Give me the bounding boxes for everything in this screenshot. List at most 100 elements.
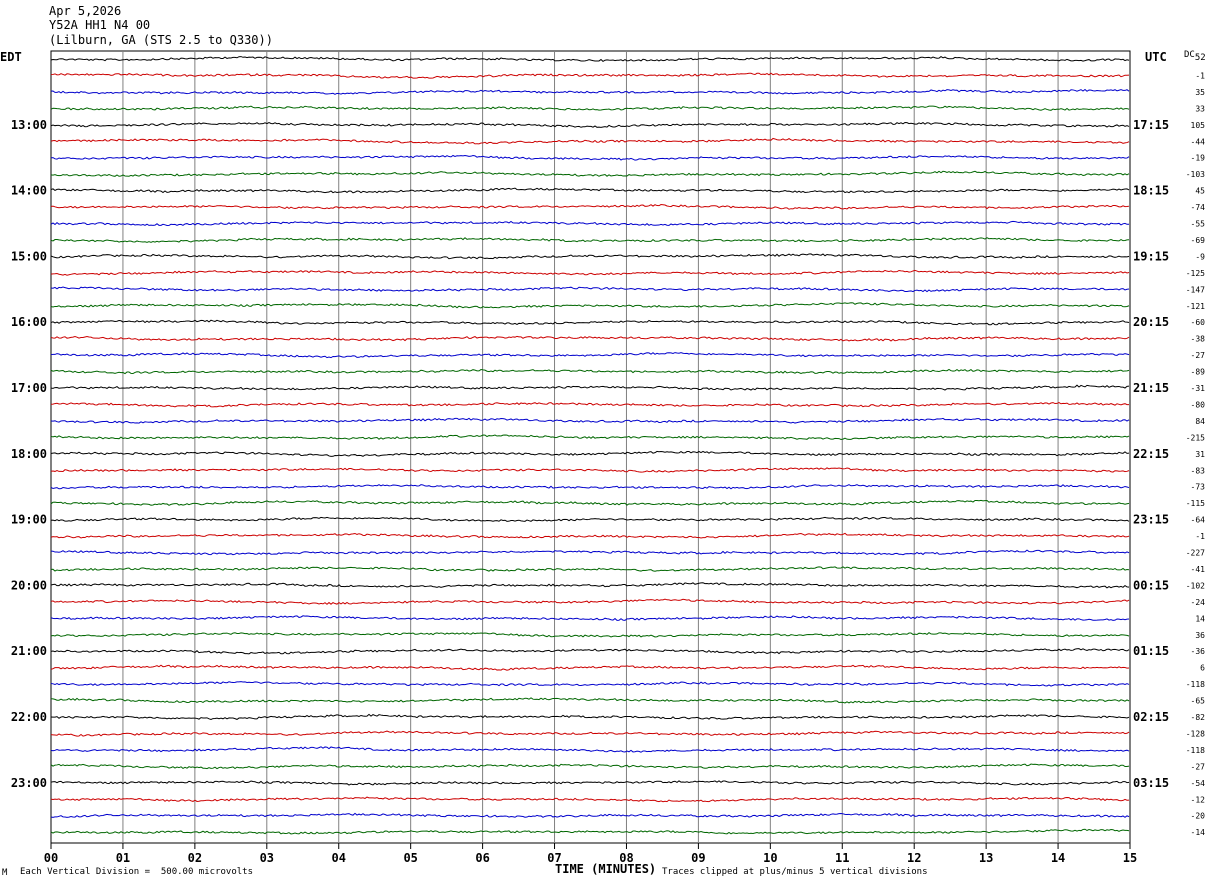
right-hour-label: 02:15 bbox=[1133, 710, 1169, 724]
seismic-trace bbox=[50, 746, 1130, 753]
x-tick-label: 05 bbox=[403, 851, 417, 865]
seismic-trace bbox=[50, 269, 1130, 276]
left-hour-label: 14:00 bbox=[11, 184, 47, 198]
x-tick-label: 01 bbox=[116, 851, 130, 865]
dc-offset-value: -65 bbox=[1191, 697, 1206, 706]
x-tick-label: 11 bbox=[835, 851, 849, 865]
seismic-trace bbox=[50, 450, 1130, 457]
right-timezone-label: UTC bbox=[1145, 50, 1167, 64]
dc-offset-value: 33 bbox=[1195, 104, 1205, 113]
dc-offset-value: -19 bbox=[1191, 154, 1206, 163]
dc-offset-value: -121 bbox=[1186, 302, 1205, 311]
dc-offset-value: -31 bbox=[1191, 384, 1206, 393]
dc-offset-value: -60 bbox=[1191, 318, 1206, 327]
corner-mark: M bbox=[2, 868, 8, 878]
seismic-trace bbox=[50, 598, 1130, 605]
plot-date: Apr 5,2026 bbox=[49, 4, 122, 18]
clip-note: Traces clipped at plus/minus 5 vertical … bbox=[662, 867, 928, 877]
x-tick-label: 14 bbox=[1051, 851, 1065, 865]
x-tick-label: 09 bbox=[691, 851, 705, 865]
dc-offset-value: 6 bbox=[1200, 664, 1205, 673]
dc-offset-value: -74 bbox=[1191, 203, 1206, 212]
dc-offset-value: -103 bbox=[1186, 170, 1205, 179]
dc-offset-value: -1 bbox=[1195, 71, 1205, 80]
x-tick-label: 08 bbox=[619, 851, 633, 865]
dc-offset-value: -128 bbox=[1186, 729, 1205, 738]
station-location: (Lilburn, GA (STS 2.5 to Q330)) bbox=[49, 33, 273, 47]
x-tick-label: 07 bbox=[547, 851, 561, 865]
seismic-trace bbox=[50, 812, 1130, 818]
x-tick-label: 03 bbox=[260, 851, 274, 865]
dc-offset-value: -102 bbox=[1186, 581, 1205, 590]
left-hour-label: 22:00 bbox=[11, 710, 47, 724]
dc-offset-value: -64 bbox=[1191, 516, 1206, 525]
x-tick-label: 00 bbox=[44, 851, 58, 865]
seismic-trace bbox=[50, 137, 1130, 145]
x-axis-title: TIME (MINUTES) bbox=[555, 862, 657, 876]
seismic-trace bbox=[50, 648, 1130, 655]
left-hour-label: 17:00 bbox=[11, 381, 47, 395]
seismic-trace bbox=[50, 220, 1130, 226]
dc-offset-value: -89 bbox=[1191, 368, 1206, 377]
seismic-trace bbox=[50, 335, 1130, 342]
seismic-trace bbox=[50, 434, 1130, 440]
dc-offset-value: -41 bbox=[1191, 565, 1206, 574]
seismic-trace bbox=[50, 828, 1130, 835]
right-hour-label: 19:15 bbox=[1133, 249, 1169, 263]
plot-frame bbox=[50, 50, 1131, 844]
seismic-trace bbox=[50, 532, 1130, 539]
left-hour-label: 20:00 bbox=[11, 578, 47, 592]
seismic-trace bbox=[50, 237, 1130, 243]
right-hour-label: 18:15 bbox=[1133, 184, 1169, 198]
seismic-trace bbox=[50, 121, 1130, 128]
seismic-trace bbox=[50, 286, 1130, 293]
seismic-trace bbox=[50, 632, 1130, 638]
seismic-trace bbox=[50, 681, 1130, 687]
dc-offset-value: -9 bbox=[1195, 252, 1205, 261]
seismic-trace bbox=[50, 55, 1130, 63]
dc-offset-value: 35 bbox=[1195, 88, 1205, 97]
seismic-trace bbox=[50, 697, 1130, 704]
seismic-trace bbox=[50, 253, 1130, 260]
dc-offset-value: 105 bbox=[1191, 121, 1206, 130]
dc-offset-value: -82 bbox=[1191, 713, 1206, 722]
left-hour-label: 21:00 bbox=[11, 644, 47, 658]
dc-offset-value: -24 bbox=[1191, 598, 1206, 607]
left-hour-label: 16:00 bbox=[11, 315, 47, 329]
dc-offset-value: -14 bbox=[1191, 828, 1206, 837]
dc-offset-value: -73 bbox=[1191, 483, 1206, 492]
dc-offset-value: 31 bbox=[1195, 450, 1205, 459]
x-tick-label: 02 bbox=[188, 851, 202, 865]
left-hour-label: 19:00 bbox=[11, 513, 47, 527]
left-hour-label: 13:00 bbox=[11, 118, 47, 132]
dc-offset-value: -1 bbox=[1195, 532, 1205, 541]
seismic-trace bbox=[50, 499, 1130, 506]
dc-offset-value: -27 bbox=[1191, 351, 1206, 360]
seismic-trace bbox=[50, 352, 1130, 359]
right-hour-label: 21:15 bbox=[1133, 381, 1169, 395]
dc-offset-value: -125 bbox=[1186, 269, 1205, 278]
right-hour-label: 22:15 bbox=[1133, 447, 1169, 461]
dc-offset-value: -54 bbox=[1191, 779, 1206, 788]
dc-offset-value: -55 bbox=[1191, 220, 1206, 229]
left-timezone-label: EDT bbox=[0, 50, 22, 64]
seismic-trace bbox=[50, 467, 1130, 473]
seismic-trace bbox=[50, 72, 1130, 79]
dc-offset-value: -12 bbox=[1191, 795, 1206, 804]
dc-offset-value: 84 bbox=[1195, 417, 1205, 426]
x-tick-label: 13 bbox=[979, 851, 993, 865]
seismic-trace bbox=[50, 549, 1130, 556]
right-hour-label: 20:15 bbox=[1133, 315, 1169, 329]
dc-offset-value: -118 bbox=[1186, 746, 1205, 755]
seismic-trace bbox=[50, 582, 1130, 589]
dc-offset-value: -227 bbox=[1186, 549, 1205, 558]
x-tick-label: 10 bbox=[763, 851, 777, 865]
seismic-trace bbox=[50, 484, 1130, 490]
dc-offset-value: -147 bbox=[1186, 285, 1205, 294]
left-hour-label: 23:00 bbox=[11, 776, 47, 790]
right-hour-label: 23:15 bbox=[1133, 513, 1169, 527]
seismic-trace bbox=[50, 402, 1130, 408]
dc-offset-value: -44 bbox=[1191, 137, 1206, 146]
seismic-trace bbox=[50, 664, 1130, 671]
